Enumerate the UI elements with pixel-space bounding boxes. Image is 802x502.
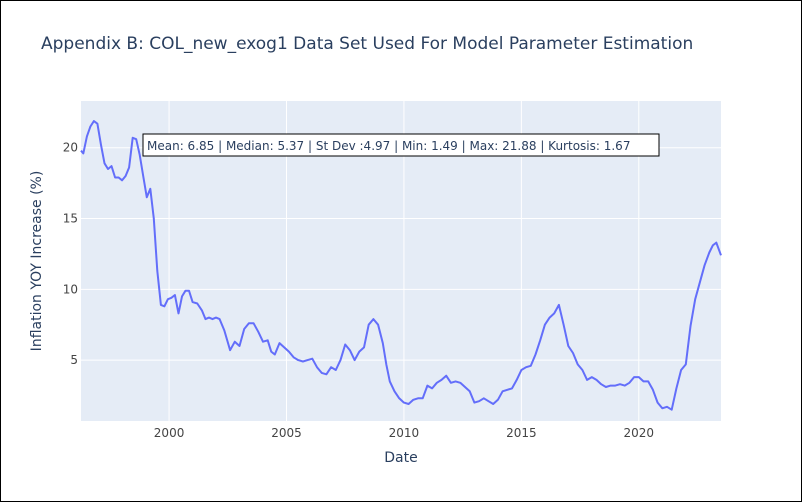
y-tick-label: 20 — [63, 141, 78, 155]
x-tick-label: 2000 — [154, 426, 185, 440]
data-layer — [80, 120, 722, 411]
x-tick-label: 2015 — [506, 426, 537, 440]
chart-title: Appendix B: COL_new_exog1 Data Set Used … — [41, 34, 694, 54]
x-axis-title: Date — [384, 450, 417, 466]
x-tick-label: 2010 — [389, 426, 420, 440]
y-tick-label: 10 — [63, 282, 78, 296]
x-tick-label: 2020 — [624, 426, 655, 440]
x-tick-label: 2005 — [271, 426, 302, 440]
stats-annotation: Mean: 6.85 | Median: 5.37 | St Dev :4.97… — [142, 133, 660, 157]
y-tick-label: 15 — [63, 212, 78, 226]
annotation-text: Mean: 6.85 | Median: 5.37 | St Dev :4.97… — [147, 139, 630, 153]
y-axis-title: Inflation YOY Increase (%) — [29, 171, 45, 352]
tick-labels: 5 10 15 20 2000 2005 2010 2015 2020 — [63, 141, 654, 440]
annotation-box — [142, 133, 660, 157]
series-line — [80, 120, 722, 411]
y-tick-label: 5 — [70, 353, 78, 367]
